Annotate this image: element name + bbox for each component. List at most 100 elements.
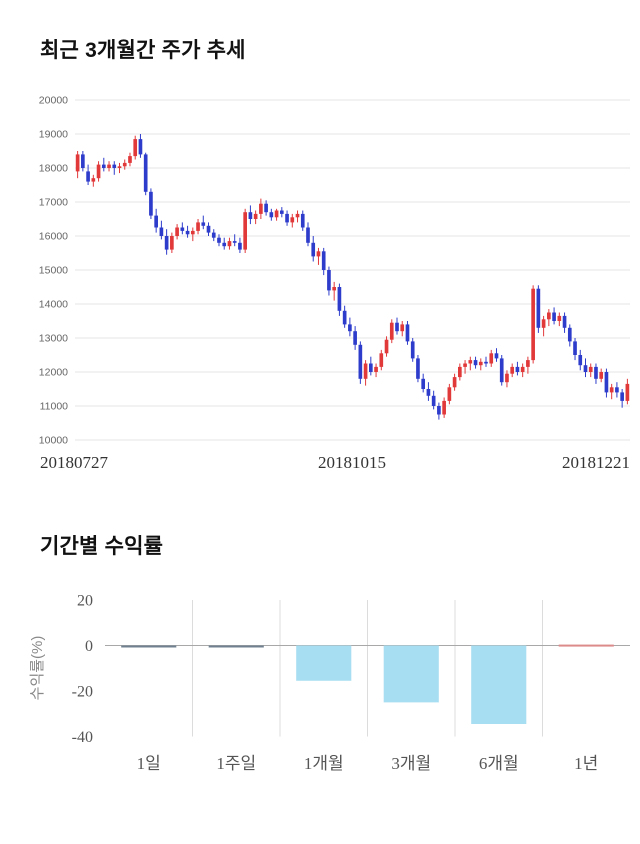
candle-body bbox=[531, 288, 535, 361]
candle-body bbox=[384, 339, 389, 354]
candle-body bbox=[75, 154, 80, 172]
candle-body bbox=[206, 225, 211, 233]
candle-body bbox=[552, 312, 556, 321]
price-ytick-label: 20000 bbox=[39, 95, 68, 107]
returns-ytick-label: -20 bbox=[72, 684, 93, 701]
returns-category-label: 1년 bbox=[574, 754, 598, 773]
price-ytick-label: 17000 bbox=[39, 197, 68, 209]
candle-body bbox=[101, 164, 106, 168]
candle-body bbox=[348, 324, 352, 332]
candle-body bbox=[426, 389, 431, 396]
candle-body bbox=[86, 171, 90, 182]
returns-ytick-labels: 20 0 -20 -40 bbox=[72, 593, 93, 747]
candle-body bbox=[201, 222, 206, 226]
candle-body bbox=[442, 400, 446, 415]
candle-body bbox=[484, 361, 488, 364]
candle-body bbox=[536, 288, 541, 328]
candle-body bbox=[342, 310, 347, 325]
candle-body bbox=[290, 217, 295, 223]
candle-body bbox=[447, 387, 452, 401]
candle-body bbox=[180, 227, 185, 231]
candle-body bbox=[154, 215, 158, 228]
price-ytick-label: 16000 bbox=[39, 231, 68, 243]
candle-body bbox=[128, 156, 132, 163]
return-bar bbox=[383, 645, 439, 703]
candle-body bbox=[374, 366, 378, 372]
candle-body bbox=[452, 377, 457, 388]
candle-body bbox=[285, 213, 289, 223]
price-grid-and-yticks: 10000 11000 12000 13000 14000 15000 16000 17000… bbox=[39, 95, 630, 447]
candle-body bbox=[243, 212, 247, 250]
candle-body bbox=[159, 227, 164, 236]
candle-body bbox=[421, 378, 426, 389]
candle-body bbox=[604, 372, 609, 393]
candle-body bbox=[620, 392, 624, 401]
returns-ylabel: 수익률(%) bbox=[29, 636, 46, 701]
price-xtick-label: 20180727 bbox=[40, 453, 109, 472]
returns-ytick-label: 20 bbox=[77, 593, 93, 610]
candle-body bbox=[510, 366, 515, 374]
page: 최근 3개월간 주가 추세 10000 11000 12000 13000 14000 1… bbox=[0, 34, 640, 798]
candle-body bbox=[353, 331, 357, 345]
candle-body bbox=[368, 363, 373, 372]
returns-chart-section: 기간별 수익률 20 0 -20 -40 1일 1주일 1개월 3개월 6개월 1년 수익률(%) bbox=[0, 530, 640, 798]
candle-body bbox=[279, 210, 284, 214]
candle-body bbox=[248, 212, 253, 219]
candle-body bbox=[259, 203, 263, 214]
candle-body bbox=[363, 363, 368, 379]
candle-body bbox=[609, 387, 614, 393]
candle-body bbox=[300, 213, 305, 228]
candle-body bbox=[562, 315, 567, 328]
candle-body bbox=[117, 166, 122, 168]
candle-body bbox=[337, 287, 342, 311]
candle-body bbox=[112, 164, 117, 168]
returns-bar-chart: 20 0 -20 -40 1일 1주일 1개월 3개월 6개월 1년 수익률(%) bbox=[29, 593, 630, 773]
candle-body bbox=[190, 230, 195, 235]
candle-body bbox=[578, 355, 583, 366]
candle-body bbox=[505, 373, 509, 383]
returns-ytick-label: -40 bbox=[72, 729, 93, 746]
candle-body bbox=[379, 353, 384, 367]
price-ytick-label: 15000 bbox=[39, 265, 68, 277]
candle-body bbox=[138, 139, 143, 155]
price-chart-title: 최근 3개월간 주가 추세 bbox=[40, 39, 246, 62]
candle-body bbox=[489, 353, 494, 364]
candle-body bbox=[175, 227, 179, 236]
candle-body bbox=[327, 270, 331, 291]
candle-body bbox=[96, 164, 101, 179]
candle-body bbox=[306, 227, 310, 243]
candle-body bbox=[311, 242, 316, 257]
candle-body bbox=[395, 322, 399, 332]
price-ytick-label: 12000 bbox=[39, 367, 68, 379]
returns-category-label: 1일 bbox=[137, 754, 161, 773]
candle-body bbox=[468, 360, 473, 364]
return-bar bbox=[296, 645, 352, 681]
price-ytick-label: 18000 bbox=[39, 163, 68, 175]
candle-body bbox=[91, 178, 96, 182]
candles bbox=[75, 134, 630, 420]
candle-body bbox=[526, 360, 530, 367]
price-ytick-label: 10000 bbox=[39, 435, 68, 447]
candle-body bbox=[431, 395, 436, 406]
candle-body bbox=[625, 383, 630, 401]
candle-body bbox=[143, 154, 148, 192]
candle-body bbox=[122, 162, 127, 167]
returns-category-label: 1개월 bbox=[304, 754, 344, 773]
candle-body bbox=[541, 319, 546, 328]
candlestick-chart: 10000 11000 12000 13000 14000 15000 16000 17000… bbox=[39, 95, 630, 472]
candle-body bbox=[211, 232, 216, 238]
candle-body bbox=[547, 312, 551, 320]
candle-body bbox=[473, 360, 478, 366]
returns-bars bbox=[121, 644, 614, 724]
candle-body bbox=[410, 341, 415, 359]
price-xtick-label: 20181221 bbox=[562, 453, 630, 472]
candle-body bbox=[316, 251, 321, 257]
candle-body bbox=[573, 341, 577, 355]
returns-category-labels: 1일 1주일 1개월 3개월 6개월 1년 bbox=[137, 754, 599, 773]
price-xtick-label: 20181015 bbox=[318, 453, 386, 472]
candle-body bbox=[269, 212, 274, 218]
candle-body bbox=[196, 222, 200, 231]
candle-body bbox=[437, 406, 441, 415]
returns-category-label: 1주일 bbox=[216, 754, 256, 773]
price-ytick-label: 13000 bbox=[39, 333, 68, 345]
